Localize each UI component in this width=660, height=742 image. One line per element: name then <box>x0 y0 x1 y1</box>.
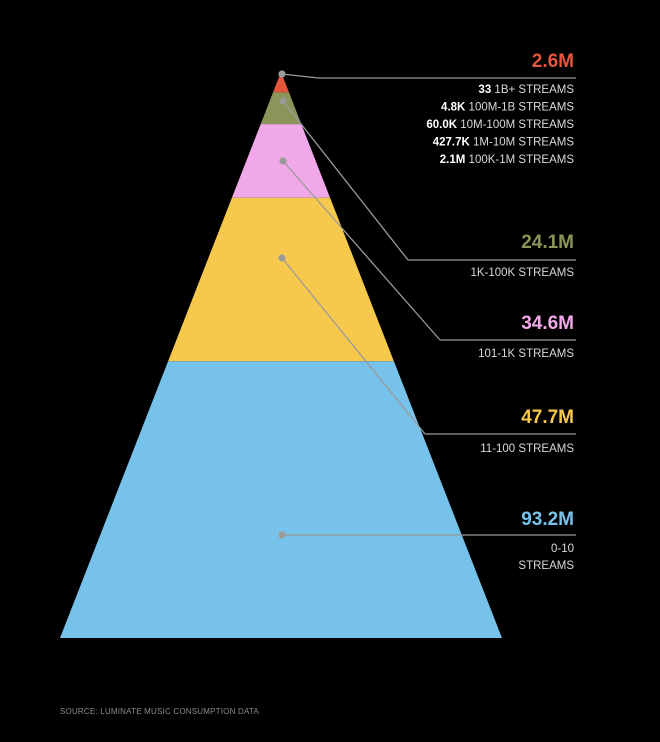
callout-label-line2: STREAMS <box>518 560 574 572</box>
callout-label: 0-10 <box>551 543 574 555</box>
leader-93m-dot <box>278 531 286 539</box>
leader-top-dot <box>278 70 286 78</box>
callout-top-row: 33 1B+ STREAMS <box>478 84 574 96</box>
callout-label: 11-100 STREAMS <box>480 443 574 455</box>
callout-value: 24.1M <box>521 232 574 253</box>
leader-34m-diag <box>282 160 441 341</box>
callout-value: 47.7M <box>521 407 574 428</box>
source-note: SOURCE: LUMINATE MUSIC CONSUMPTION DATA <box>60 707 259 716</box>
callout-top-row: 2.1M 100K-1M STREAMS <box>440 154 575 166</box>
leader-24m-dot <box>279 97 287 105</box>
callout-top-row: 60.0K 10M-100M STREAMS <box>426 119 574 131</box>
callout-top-value: 2.6M <box>532 51 574 72</box>
leader-24m-diag <box>282 100 409 261</box>
leader-34m-dot <box>279 157 287 165</box>
leader-47m-dot <box>278 254 286 262</box>
pyramid-tier-11-100-streams <box>168 197 394 362</box>
pyramid-tier-0-10-streams <box>60 361 502 638</box>
leader-47m-diag <box>281 257 426 435</box>
pyramid-tier-top <box>273 72 289 93</box>
callout-value: 34.6M <box>521 313 574 334</box>
callout-top-row: 427.7K 1M-10M STREAMS <box>433 137 575 149</box>
leader-top-diag <box>281 73 319 79</box>
callout-label: 1K-100K STREAMS <box>470 267 574 279</box>
pyramid-tier-1k-100k-streams <box>260 92 302 125</box>
callout-label: 101-1K STREAMS <box>478 348 574 360</box>
callout-value: 93.2M <box>521 509 574 530</box>
callout-top-row: 4.8K 100M-1B STREAMS <box>441 102 574 114</box>
